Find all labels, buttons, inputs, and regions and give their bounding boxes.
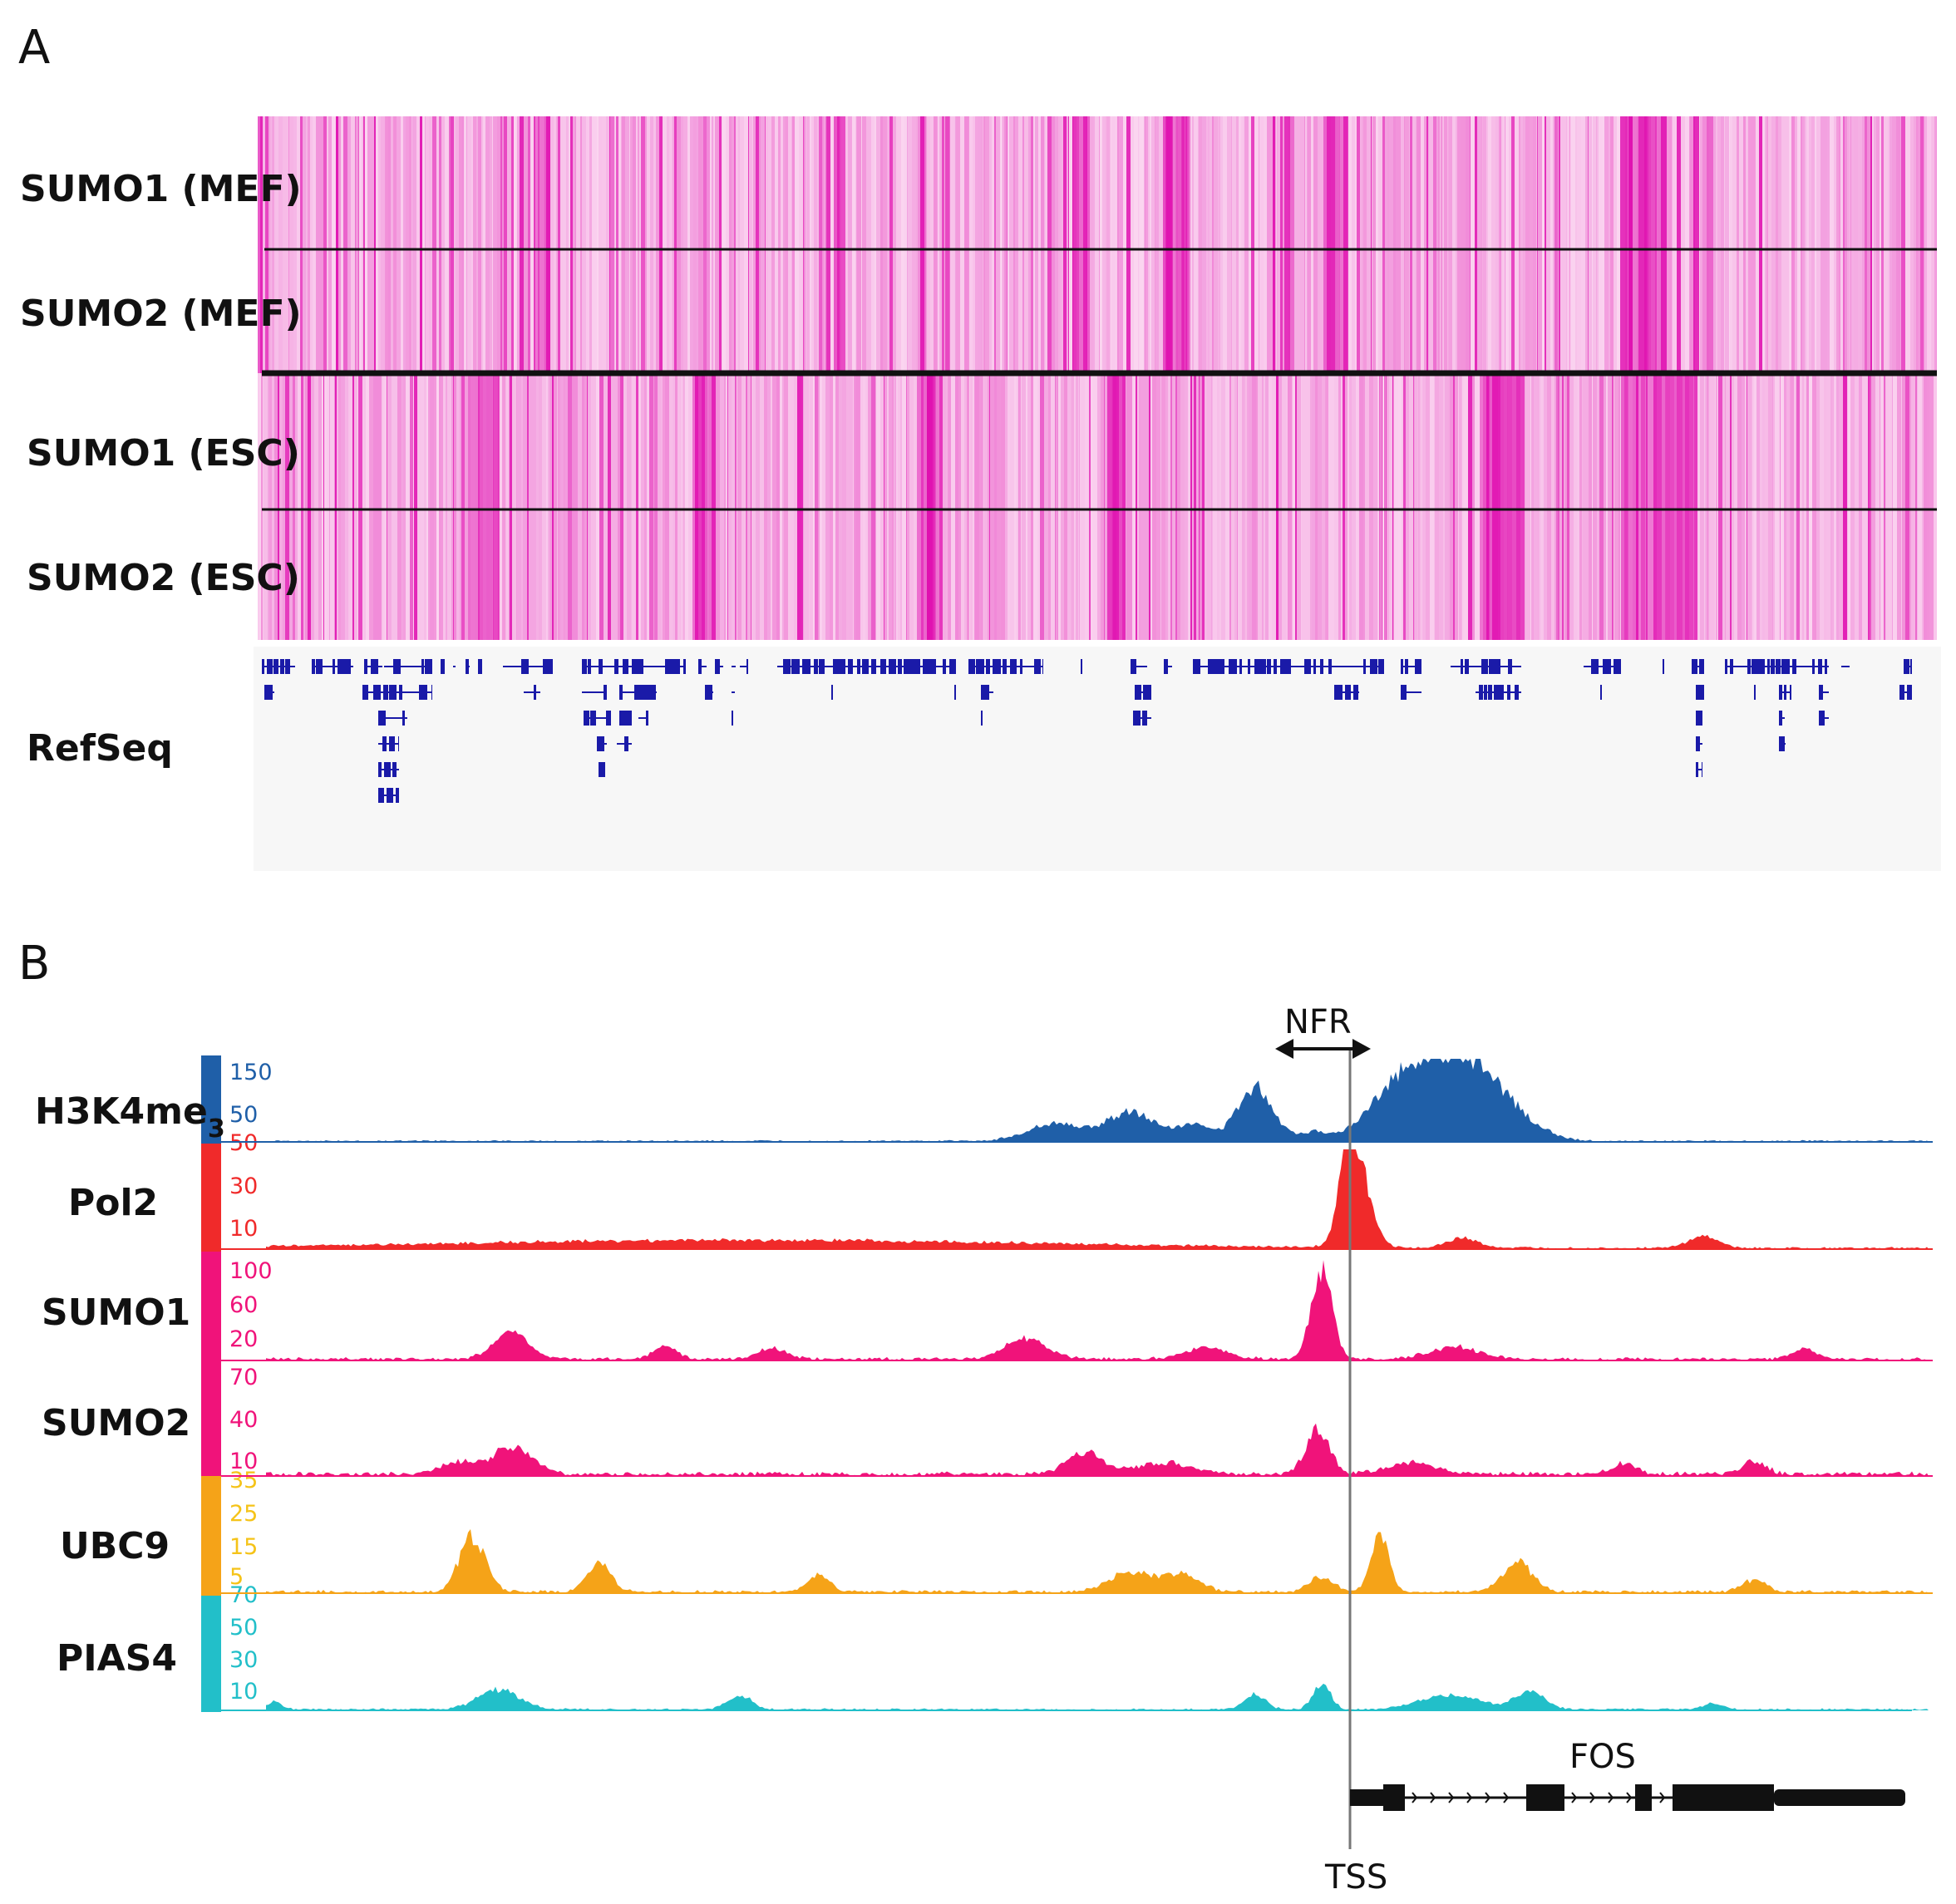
h3k4me3-axis-ticks: 150 50 [229,1060,273,1128]
tick-label: 35 [229,1468,258,1493]
ubc9-axis-ticks: 35 25 15 5 [229,1468,258,1590]
tick-label: 30 [229,1647,258,1673]
sumo2-color-bar [201,1361,221,1476]
refseq-label: RefSeq [27,727,173,770]
track-label-sumo2-esc: SUMO2 (ESC) [27,557,300,599]
track-label-sumo2-mef: SUMO2 (MEF) [20,293,302,335]
sumo1-signal [266,1260,1929,1360]
track-label-h3k4me3: H3K4me3 [35,1090,225,1144]
pol2-color-bar [201,1144,221,1252]
panel-b-letter: B [18,937,50,991]
sumo-heatmap [258,116,1937,640]
tick-label: 20 [229,1326,258,1352]
sumo1-axis-ticks: 100 60 20 [229,1258,273,1352]
track-label-sumo1-esc: SUMO1 (ESC) [27,432,300,475]
tick-label: 25 [229,1501,258,1527]
pol2-signal [266,1149,1929,1249]
tss-label: TSS [1324,1858,1387,1897]
nfr-label: NFR [1284,1003,1352,1041]
tick-label: 70 [229,1582,258,1608]
track-label-sumo1-mef: SUMO1 (MEF) [20,168,302,210]
pias4-color-bar [201,1596,221,1712]
tick-label: 50 [229,1615,258,1641]
tick-label: 100 [229,1258,273,1284]
tick-label: 10 [229,1449,258,1474]
ubc9-color-bar [201,1476,221,1596]
sumo1-color-bar [201,1252,221,1361]
ubc9-signal [266,1529,1929,1593]
track-label-sumo1: SUMO1 [42,1291,190,1334]
sumo2-signal [266,1423,1929,1476]
pias4-axis-ticks: 70 50 30 10 [229,1582,258,1705]
track-label-sumo2: SUMO2 [42,1402,190,1444]
sumo2-axis-ticks: 70 40 10 [229,1365,258,1474]
track-label-pias4: PIAS4 [57,1637,177,1680]
refseq-gene-models [262,659,1912,803]
pol2-axis-ticks: 50 30 10 [229,1130,258,1242]
refseq-track-background [254,647,1941,871]
tick-label: 10 [229,1679,258,1705]
tick-label: 60 [229,1292,258,1318]
tick-label: 40 [229,1407,258,1433]
track-label-pol2: Pol2 [68,1182,158,1224]
tick-label: 50 [229,1130,258,1156]
tick-label: 5 [229,1564,244,1590]
nfr-arrow [1275,1039,1371,1059]
tick-label: 50 [229,1102,258,1128]
tick-label: 30 [229,1173,258,1199]
fos-gene-model [1350,1784,1905,1811]
track-label-ubc9: UBC9 [60,1525,170,1567]
fos-gene-label: FOS [1569,1738,1636,1776]
tick-label: 150 [229,1060,273,1085]
h3k4me3-signal [266,1059,1929,1142]
tick-label: 10 [229,1216,258,1242]
panel-a-letter: A [18,21,50,75]
tick-label: 15 [229,1534,258,1560]
tick-label: 70 [229,1365,258,1390]
h3k4me3-color-bar [201,1055,221,1144]
pias4-signal [266,1683,1929,1710]
